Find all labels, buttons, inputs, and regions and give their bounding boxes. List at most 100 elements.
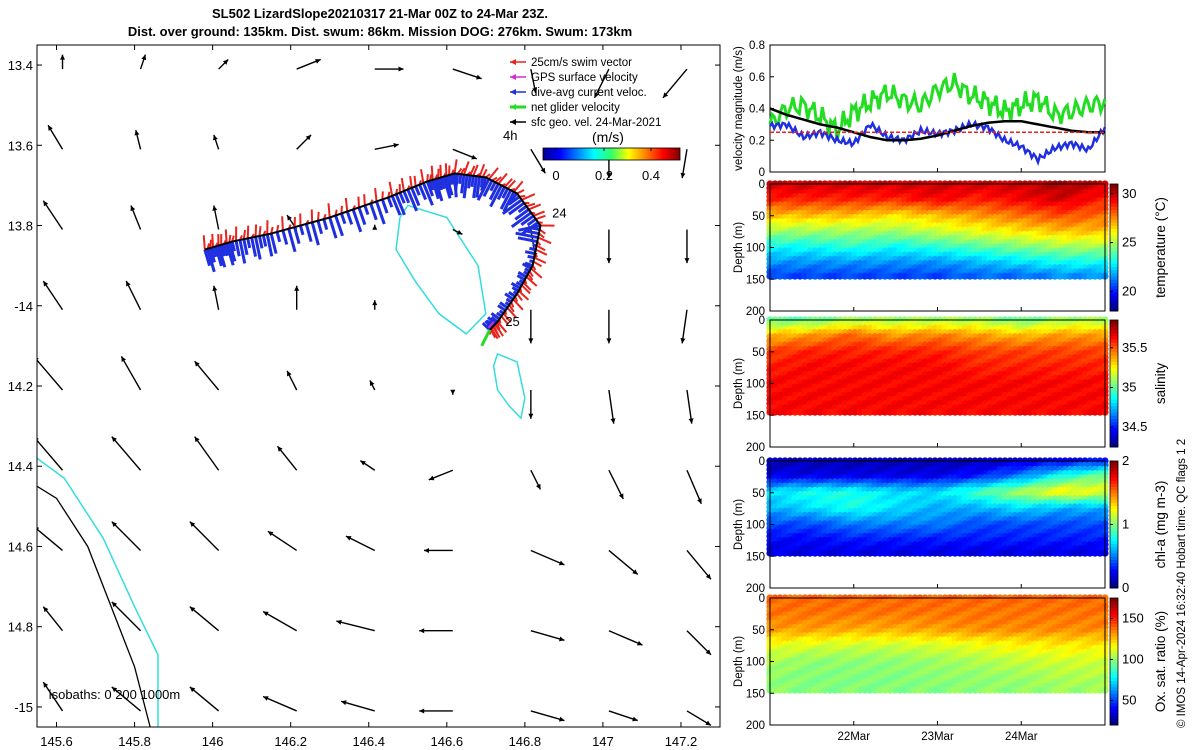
data-point: [1096, 272, 1104, 280]
current-vector: [275, 231, 282, 243]
data-point: [821, 272, 829, 280]
data-point: [1021, 272, 1029, 280]
colorbar-segment: [1110, 244, 1118, 248]
arrow-shaft: [42, 681, 64, 712]
data-point: [896, 408, 904, 416]
colorbar-segment: [1110, 443, 1118, 448]
depth-tick-label: 150: [746, 274, 765, 286]
legend-arrowhead: [510, 119, 516, 125]
data-point: [906, 272, 914, 280]
arrow-shaft: [340, 700, 375, 712]
colorbar-segment: [1110, 434, 1118, 438]
current-vector: [225, 242, 235, 266]
data-point: [1001, 272, 1009, 280]
arrow-shaft: [42, 606, 64, 632]
geo-velocity-arrow: [111, 686, 142, 712]
arrow-head: [558, 560, 565, 566]
data-point: [866, 408, 874, 416]
data-point: [916, 272, 924, 280]
arrow-shaft: [530, 710, 565, 722]
legend-label: dive-avg current veloc.: [531, 87, 647, 99]
colorbar-segment: [1110, 266, 1118, 271]
swim-vector: [209, 239, 212, 249]
arrow-head: [294, 285, 300, 291]
current-vector: [444, 175, 454, 196]
arrow-shaft: [276, 445, 298, 471]
current-vector: [357, 206, 367, 226]
arrow-head: [341, 700, 347, 706]
swim-vector: [516, 189, 525, 195]
swim-vector: [413, 175, 417, 187]
current-vector: [517, 205, 528, 214]
data-point: [946, 272, 954, 280]
geo-velocity-arrow: [130, 205, 142, 230]
arrow-head: [194, 436, 200, 443]
geo-velocity-arrow: [530, 710, 565, 722]
ssh-contour-eddy: [395, 204, 487, 335]
colorbar-segment: [1110, 320, 1118, 324]
current-vector: [462, 174, 469, 199]
data-point: [1001, 408, 1009, 416]
arrow-head: [705, 720, 711, 726]
data-point: [791, 408, 799, 416]
section-data: [766, 457, 1109, 557]
current-vector: [434, 178, 444, 202]
data-point: [896, 272, 904, 280]
arrow-head: [528, 338, 534, 344]
data-point: [1061, 408, 1069, 416]
data-point: [1031, 408, 1039, 416]
data-point: [1071, 408, 1079, 416]
colorbar-segment: [1110, 351, 1118, 356]
data-point: [971, 272, 979, 280]
current-vector: [394, 193, 406, 216]
data-point: [1091, 272, 1099, 280]
colorbar-segment: [1110, 358, 1118, 362]
arrow-head: [594, 92, 599, 98]
data-point: [781, 408, 789, 416]
data-point: [1026, 272, 1034, 280]
current-vector: [454, 173, 460, 191]
current-vector: [499, 189, 513, 210]
current-vector: [281, 229, 289, 245]
current-vector: [496, 186, 506, 201]
colorbar-gradient: [542, 147, 681, 161]
arrow-shaft: [42, 280, 64, 311]
current-vector: [521, 262, 532, 270]
swim-vector: [528, 203, 542, 211]
colorbar-tick-label: 0.4: [642, 168, 660, 183]
arrow-shaft: [686, 630, 712, 656]
current-vector: [234, 240, 241, 257]
geo-velocity-arrow: [134, 129, 142, 150]
data-point: [1086, 272, 1094, 280]
swim-vector: [530, 267, 543, 279]
data-point: [936, 272, 944, 280]
data-point: [1056, 408, 1064, 416]
colorbar-segment: [1110, 393, 1118, 397]
swim-vector: [496, 321, 508, 333]
x-tick-label: 147.2: [665, 734, 698, 749]
current-vector: [527, 225, 540, 232]
x-tick-label: 146: [202, 734, 224, 749]
arrow-shaft: [37, 439, 64, 471]
data-point: [1066, 408, 1074, 416]
ssh-contour-small: [492, 352, 526, 420]
geo-velocity-arrow: [686, 389, 694, 424]
data-point: [951, 408, 959, 416]
legend-arrowhead: [510, 104, 516, 110]
geo-velocity-arrow: [684, 229, 690, 264]
data-point: [911, 272, 919, 280]
arrow-shaft: [189, 606, 220, 632]
data-point: [1046, 272, 1054, 280]
swim-vector: [532, 260, 542, 268]
data-point: [996, 408, 1004, 416]
geo-velocity-arrow: [267, 530, 298, 552]
colorbar-frame: [1109, 319, 1119, 448]
current-vector: [467, 175, 472, 189]
current-vector: [436, 177, 444, 191]
colorbar-segment: [1110, 348, 1118, 353]
geo-velocity-arrow: [42, 280, 64, 311]
data-point: [961, 272, 969, 280]
arrow-shaft: [194, 360, 220, 391]
